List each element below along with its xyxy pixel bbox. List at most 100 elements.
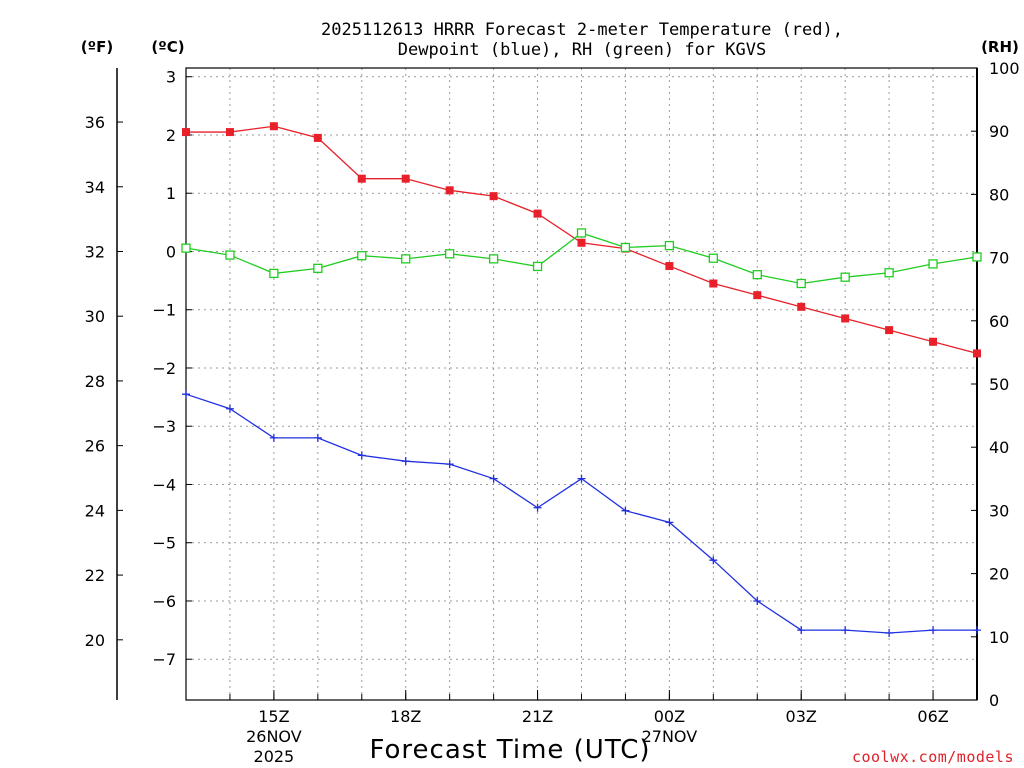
dewpoint-point xyxy=(357,451,366,460)
grid-lines xyxy=(186,68,977,700)
rh-point xyxy=(928,259,938,269)
rh-point xyxy=(664,240,675,251)
rh-tick-label: 40 xyxy=(989,438,1009,457)
celsius-tick-label: −1 xyxy=(152,301,176,320)
x-tick-label: 03Z xyxy=(786,707,817,726)
dewpoint-point xyxy=(753,596,762,605)
celsius-tick-label: −7 xyxy=(152,650,176,669)
temperature-point xyxy=(753,291,762,300)
dewpoint-point xyxy=(665,518,674,527)
series-red xyxy=(182,122,981,358)
rh-point xyxy=(401,254,411,264)
temperature-point xyxy=(445,186,454,195)
celsius-tick-label: −4 xyxy=(152,475,176,494)
x-tick-date-label: 26NOV xyxy=(246,727,302,746)
series-blue xyxy=(182,390,981,638)
temperature-point xyxy=(797,302,806,311)
rh-point xyxy=(620,242,631,253)
rh-point xyxy=(840,272,850,282)
temperature-point xyxy=(533,209,542,218)
celsius-tick-label: 3 xyxy=(166,68,176,87)
rh-point xyxy=(752,270,762,280)
rh-point xyxy=(225,250,235,260)
dewpoint-point xyxy=(841,626,850,635)
rh-point xyxy=(972,252,982,262)
dewpoint-point xyxy=(489,474,498,483)
x-tick-label: 21Z xyxy=(522,707,553,726)
celsius-tick-label: 0 xyxy=(166,242,176,261)
rh-tick-label: 90 xyxy=(989,122,1009,141)
temperature-point xyxy=(973,349,981,358)
fahrenheit-tick-label: 34 xyxy=(85,178,105,197)
dewpoint-point xyxy=(445,460,454,469)
fahrenheit-tick-label: 22 xyxy=(85,566,105,585)
fahrenheit-tick-label: 30 xyxy=(85,307,105,326)
celsius-tick-label: −6 xyxy=(152,592,176,611)
dewpoint-point xyxy=(401,457,410,466)
x-axis-title: Forecast Time (UTC) xyxy=(369,735,650,765)
dewpoint-point xyxy=(973,626,981,635)
axes xyxy=(116,67,978,701)
temperature-point xyxy=(929,337,938,346)
x-tick-label: 15Z xyxy=(258,707,289,726)
celsius-tick-label: −3 xyxy=(152,417,176,436)
rh-tick-label: 0 xyxy=(989,691,999,710)
rh-point xyxy=(532,261,543,272)
rh-tick-label: 70 xyxy=(989,249,1009,268)
rh-tick-label: 60 xyxy=(989,312,1009,331)
rh-point xyxy=(313,263,323,273)
rh-point xyxy=(488,254,499,264)
rh-point xyxy=(708,253,718,263)
rh-point xyxy=(357,251,367,261)
temperature-point xyxy=(269,122,278,131)
temperature-point xyxy=(577,238,586,247)
celsius-tick-label: 1 xyxy=(166,184,176,203)
fahrenheit-tick-label: 20 xyxy=(85,631,105,650)
rh-tick-label: 30 xyxy=(989,501,1009,520)
dewpoint-point xyxy=(797,626,806,635)
temperature-point xyxy=(225,128,234,137)
rh-point xyxy=(269,268,279,279)
rh-unit-label: (RH) xyxy=(981,38,1019,56)
dewpoint-point xyxy=(182,390,190,399)
dewpoint-point xyxy=(225,404,234,413)
temperature-point xyxy=(665,262,674,271)
tick-labels: 3210−1−2−3−4−5−6−73634323028262422200102… xyxy=(85,59,1020,766)
fahrenheit-tick-label: 24 xyxy=(85,501,105,520)
series-green xyxy=(181,228,982,289)
dewpoint-point xyxy=(269,433,278,442)
fahrenheit-tick-label: 36 xyxy=(85,113,105,132)
celsius-tick-label: −2 xyxy=(152,359,176,378)
temperature-point xyxy=(357,174,366,183)
credit-text: coolwx.com/models xyxy=(852,748,1014,766)
temperature-point xyxy=(182,128,190,137)
temperature-point xyxy=(709,279,718,288)
data-series xyxy=(181,122,982,638)
chart-title-line2: Dewpoint (blue), RH (green) for KGVS xyxy=(398,40,766,60)
dewpoint-point xyxy=(533,503,542,512)
x-tick-label: 06Z xyxy=(917,707,948,726)
fahrenheit-unit-label: (ºF) xyxy=(81,38,113,56)
temperature-point xyxy=(313,133,322,142)
temperature-point xyxy=(885,326,894,335)
rh-point xyxy=(884,268,894,278)
dewpoint-point xyxy=(709,556,718,565)
fahrenheit-tick-label: 32 xyxy=(85,242,105,261)
plot-frame xyxy=(185,67,978,701)
dewpoint-point xyxy=(929,626,938,635)
rh-point xyxy=(181,243,191,253)
rh-tick-label: 80 xyxy=(989,185,1009,204)
rh-point xyxy=(445,249,455,259)
dewpoint-point xyxy=(621,506,630,515)
rh-tick-label: 20 xyxy=(989,565,1009,584)
rh-point xyxy=(796,278,806,289)
dewpoint-point xyxy=(313,433,322,442)
x-tick-date-label: 27NOV xyxy=(642,727,698,746)
rh-tick-label: 50 xyxy=(989,375,1009,394)
rh-point xyxy=(576,228,587,238)
x-tick-label: 00Z xyxy=(654,707,685,726)
celsius-tick-label: 2 xyxy=(166,126,176,145)
fahrenheit-tick-label: 26 xyxy=(85,437,105,456)
chart-title-line1: 2025112613 HRRR Forecast 2-meter Tempera… xyxy=(321,20,843,40)
